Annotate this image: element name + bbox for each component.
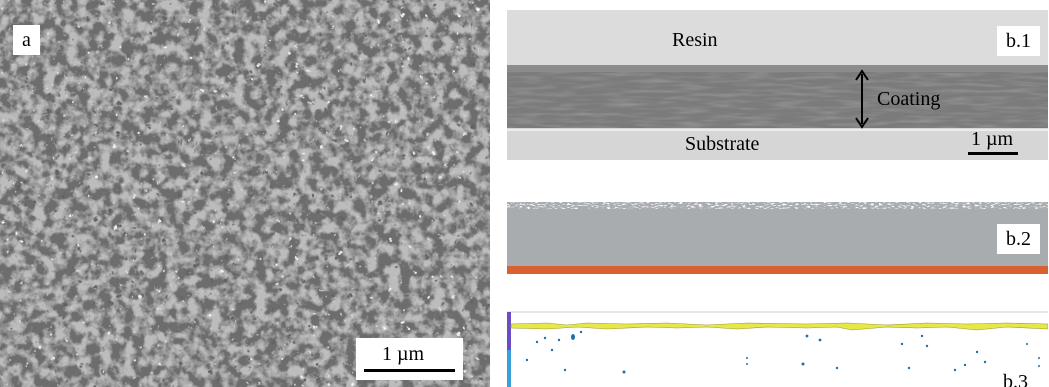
panel-a-scale-bar-line xyxy=(364,369,455,372)
panel-a-scale-bar-label: 1 µm xyxy=(382,343,425,365)
panel-b1-scale-bar-label: 1 µm xyxy=(971,128,1014,150)
panel-a-scale-bar-box: 1 µm xyxy=(356,338,463,380)
substrate-label: Substrate xyxy=(685,133,760,155)
panel-a-label: a xyxy=(13,25,40,55)
panel-b1-cross-section: b.1 Resin Coating Substrate 1 µm xyxy=(507,10,1048,160)
cross-section-image xyxy=(507,10,1048,160)
sem-surface-texture xyxy=(0,0,490,387)
coating-label: Coating xyxy=(877,88,941,110)
panel-a-sem-surface: a 1 µm xyxy=(0,0,490,387)
resin-label: Resin xyxy=(672,29,718,51)
panel-b3-porosity-map: b.3 xyxy=(507,310,1048,387)
panel-b1-scale-bar-line xyxy=(968,152,1018,155)
panel-b3-label: b.3 xyxy=(1003,371,1028,387)
panel-b2-label: b.2 xyxy=(997,224,1040,254)
segmented-layers xyxy=(507,200,1048,274)
panel-b2-segmented-model: b.2 xyxy=(507,198,1048,278)
panel-b1-label: b.1 xyxy=(997,26,1040,56)
porosity-map xyxy=(507,310,1048,387)
coating-thickness-arrow xyxy=(855,69,869,129)
